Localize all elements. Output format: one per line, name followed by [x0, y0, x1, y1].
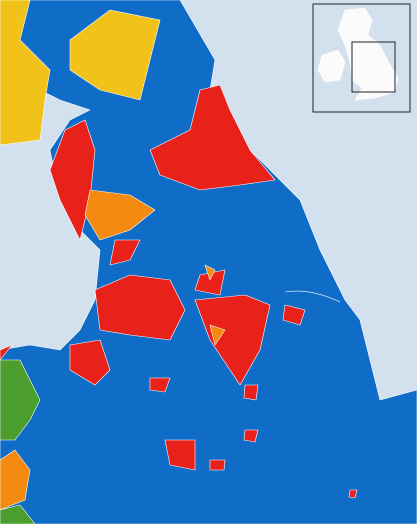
region	[49, 119, 96, 241]
region	[204, 264, 216, 281]
region	[194, 269, 226, 296]
estuary	[284, 290, 341, 303]
region	[243, 384, 259, 401]
inset	[312, 3, 411, 113]
region	[0, 344, 13, 361]
region	[69, 339, 111, 386]
region	[243, 429, 259, 443]
region	[0, 504, 36, 524]
region	[209, 324, 226, 346]
region	[69, 9, 161, 101]
inset-land	[317, 49, 346, 83]
region	[0, 0, 51, 146]
inset-land	[337, 7, 399, 101]
region	[109, 239, 141, 266]
region	[149, 84, 276, 191]
region	[282, 304, 306, 326]
region	[0, 449, 31, 511]
region	[149, 377, 171, 393]
region	[348, 489, 358, 499]
inset-box	[351, 41, 396, 93]
region	[209, 459, 226, 471]
region	[194, 294, 271, 386]
region	[164, 439, 196, 471]
region	[94, 274, 186, 341]
region	[0, 359, 41, 441]
region	[84, 189, 156, 241]
